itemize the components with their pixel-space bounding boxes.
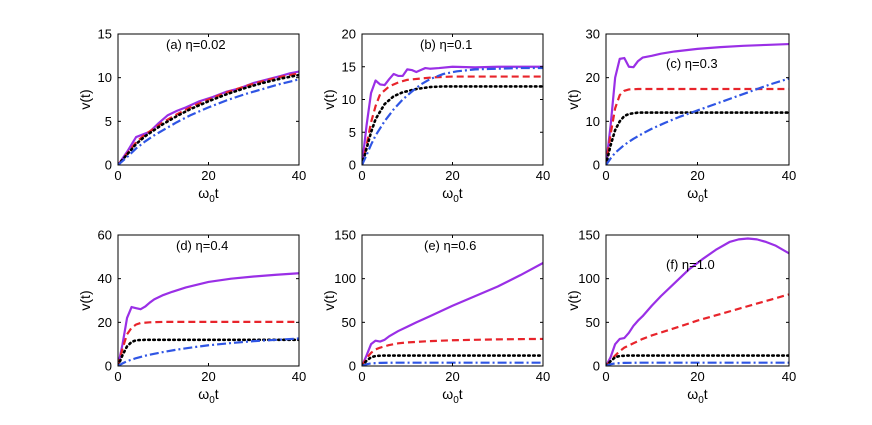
y-tick-label: 0 [105,359,112,374]
x-tick-label: 20 [445,168,459,183]
x-tick-label: 40 [782,369,796,384]
series-dotted-line [118,338,299,366]
y-axis-label: v(t) [321,89,337,109]
y-tick-label: 20 [98,315,112,330]
x-axis-label: ω0t [198,185,219,205]
series-solid-line [118,272,299,366]
series-solid-line [606,42,789,165]
x-axis-label: ω0t [442,386,463,406]
y-axis-label: v(t) [565,290,581,310]
y-axis-label: v(t) [77,89,93,109]
panel-a: 0 20 40 0 5 10 15 ω0t v(t) (a) η=0.02 [77,27,306,206]
y-tick-label: 0 [593,158,600,173]
series-dashdot-line [118,78,299,165]
y-tick-label: 15 [342,59,356,74]
y-tick-label: 150 [578,228,600,243]
y-tick-label: 60 [98,228,112,243]
y-tick-label: 20 [342,27,356,42]
series-dashed-line [362,75,543,165]
y-tick-label: 150 [334,228,356,243]
axes-frame [361,234,544,367]
panel-annotation: (e) η=0.6 [424,238,476,253]
x-tick-label: 20 [445,369,459,384]
y-tick-label: 30 [586,27,600,42]
series-dashdot-line [606,77,789,165]
panel-annotation: (c) η=0.3 [666,56,718,71]
y-tick-label: 0 [593,359,600,374]
y-tick-label: 10 [586,114,600,129]
series-dashed-line [118,72,299,165]
series-dashdot-line [362,66,543,165]
x-tick-label: 20 [201,369,215,384]
series-dashed-line [118,320,299,366]
x-tick-label: 40 [782,168,796,183]
y-tick-label: 0 [105,158,112,173]
panel-c: 0 20 40 0 10 20 30 ω0t v(t) (c) η=0.3 [565,27,796,206]
x-tick-label: 40 [292,369,306,384]
y-axis-label: v(t) [565,89,581,109]
series-dotted-line [362,354,543,366]
x-tick-label: 0 [358,369,365,384]
axes-frame [605,234,790,367]
y-tick-label: 50 [586,315,600,330]
series-dashdot-line [118,337,299,366]
x-tick-label: 40 [536,168,550,183]
x-axis-label: ω0t [442,185,463,205]
series-dashed-line [362,337,543,366]
series-dashdot-line [362,361,543,366]
x-tick-label: 20 [690,369,704,384]
x-tick-label: 20 [201,168,215,183]
x-tick-label: 0 [358,168,365,183]
y-tick-label: 10 [98,70,112,85]
series-dotted-line [606,354,789,366]
panel-annotation: (a) η=0.02 [166,37,226,52]
panel-annotation: (d) η=0.4 [176,238,228,253]
y-tick-label: 40 [98,271,112,286]
y-tick-label: 20 [586,70,600,85]
panel-e: 0 20 40 0 50 100 150 ω0t v(t) (e) η=0.6 [321,228,550,407]
y-tick-label: 15 [98,27,112,42]
series-solid-line [362,65,543,165]
x-axis-label: ω0t [687,386,708,406]
x-tick-label: 40 [536,369,550,384]
panel-d: 0 20 40 0 20 40 60 ω0t v(t) (d) η=0.4 [77,228,306,407]
panel-annotation: (f) η=1.0 [666,257,715,272]
y-tick-label: 0 [349,359,356,374]
series-solid-line [362,261,543,366]
series-dashed-line [606,87,789,165]
panel-annotation: (b) η=0.1 [420,37,472,52]
x-axis-label: ω0t [687,185,708,205]
axes-frame [605,33,790,166]
series-dotted-line [606,111,789,165]
panel-f: 0 20 40 0 50 100 150 ω0t v(t) (f) η=1.0 [565,228,796,407]
series-dotted-line [362,85,543,165]
x-tick-label: 0 [114,369,121,384]
series-solid-line [606,237,789,366]
series-dotted-line [118,73,299,165]
y-tick-label: 100 [578,271,600,286]
panel-b: 0 20 40 0 5 10 15 20 ω0t v(t) (b) η=0.1 [321,27,550,206]
y-axis-label: v(t) [321,290,337,310]
y-tick-label: 10 [342,92,356,107]
y-tick-label: 5 [349,125,356,140]
y-axis-label: v(t) [77,290,93,310]
x-tick-label: 0 [602,369,609,384]
y-tick-label: 50 [342,315,356,330]
x-tick-label: 0 [114,168,121,183]
series-dashdot-line [606,361,789,366]
x-tick-label: 40 [292,168,306,183]
y-tick-label: 0 [349,158,356,173]
x-tick-label: 20 [690,168,704,183]
x-tick-label: 0 [602,168,609,183]
y-tick-label: 100 [334,271,356,286]
x-axis-label: ω0t [198,386,219,406]
series-dashed-line [606,293,789,366]
y-tick-label: 5 [105,114,112,129]
